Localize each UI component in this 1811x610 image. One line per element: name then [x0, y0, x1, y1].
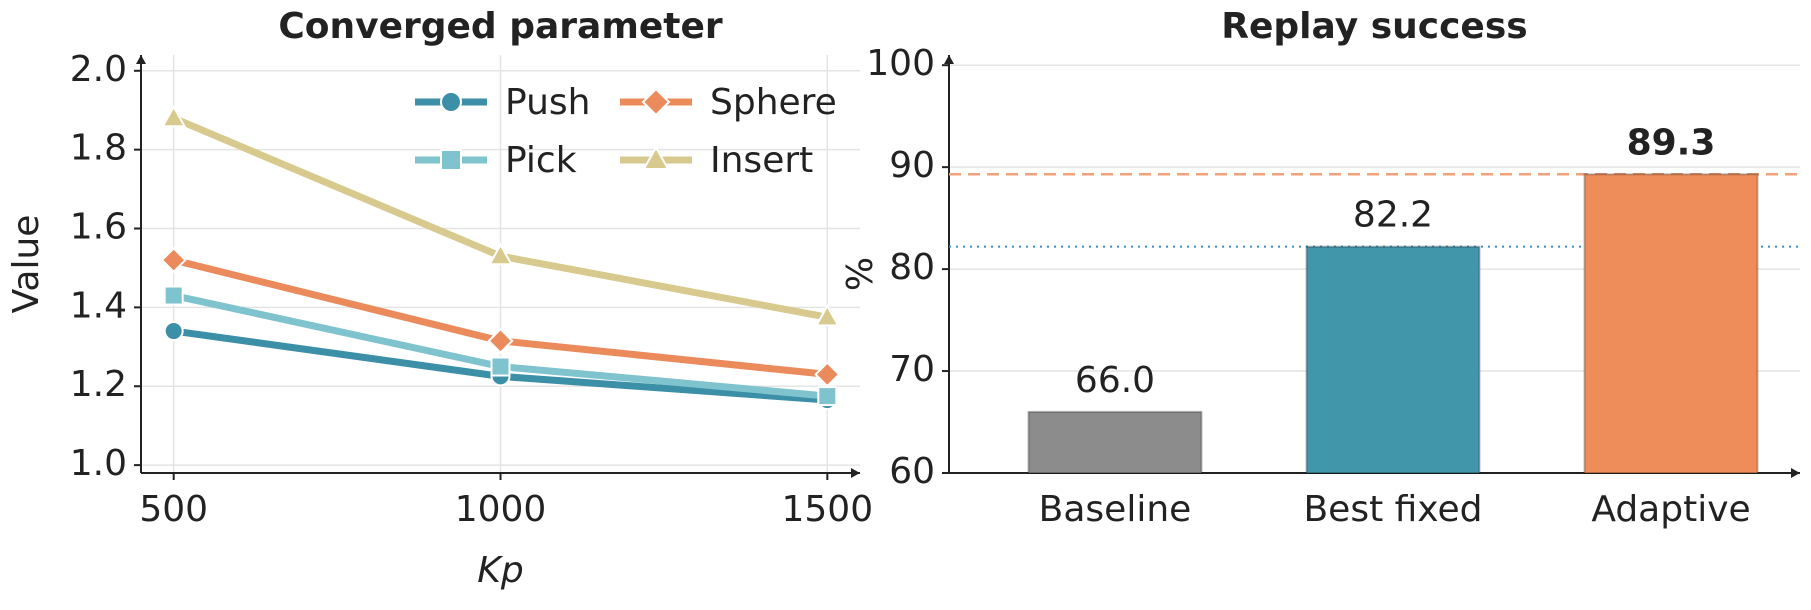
- bar: [1583, 173, 1759, 474]
- y-tick-label: 90: [889, 145, 935, 186]
- y-tick-label: 1.6: [70, 207, 127, 248]
- legend-label: Sphere: [710, 82, 837, 123]
- data-point: [161, 104, 187, 128]
- legend-marker: [440, 149, 462, 171]
- y-tick-label: 100: [866, 43, 935, 84]
- x-arrow: [1791, 468, 1800, 478]
- legend-label: Pick: [505, 140, 577, 181]
- data-point: [814, 303, 840, 327]
- legend-marker: [440, 91, 462, 113]
- y-tick-label: 1.2: [70, 364, 127, 405]
- value-label: 82.2: [1353, 195, 1433, 236]
- x-tick-label: Baseline: [1039, 489, 1192, 530]
- x-tick-label: Adaptive: [1591, 489, 1750, 530]
- x-tick-label: 1500: [782, 489, 874, 530]
- legend-label: Push: [505, 82, 590, 123]
- legend-label: Insert: [710, 140, 813, 181]
- chart-title: Replay success: [1221, 6, 1527, 47]
- data-point: [487, 242, 514, 266]
- legend-marker: [641, 87, 671, 117]
- y-tick-label: 70: [889, 349, 935, 390]
- y-arrow: [944, 55, 954, 64]
- y-tick-label: 60: [889, 451, 935, 492]
- data-point: [160, 246, 187, 274]
- y-tick-label: 80: [889, 247, 935, 288]
- y-axis-label: %: [840, 257, 881, 291]
- bar: [1305, 245, 1481, 474]
- x-tick-label: 1000: [455, 489, 547, 530]
- x-tick-label: Best fixed: [1303, 489, 1482, 530]
- data-point: [814, 361, 841, 388]
- y-tick-label: 1.0: [70, 443, 127, 484]
- data-point: [163, 285, 184, 306]
- y-arrow: [136, 55, 146, 64]
- legend-marker: [642, 145, 670, 170]
- y-tick-label: 2.0: [70, 49, 127, 90]
- x-arrow: [851, 468, 860, 478]
- y-tick-label: 1.4: [70, 285, 127, 326]
- y-axis-label: Value: [6, 215, 47, 314]
- data-point: [487, 327, 514, 355]
- data-point: [490, 356, 511, 377]
- y-tick-label: 1.8: [70, 128, 127, 169]
- value-label: 66.0: [1075, 360, 1155, 401]
- data-point: [817, 386, 838, 407]
- data-point: [163, 321, 184, 342]
- x-axis-label: Kp: [477, 550, 523, 591]
- chart-title: Converged parameter: [278, 6, 723, 47]
- bar: [1027, 410, 1203, 474]
- x-tick-label: 500: [139, 489, 208, 530]
- value-label: 89.3: [1627, 122, 1716, 163]
